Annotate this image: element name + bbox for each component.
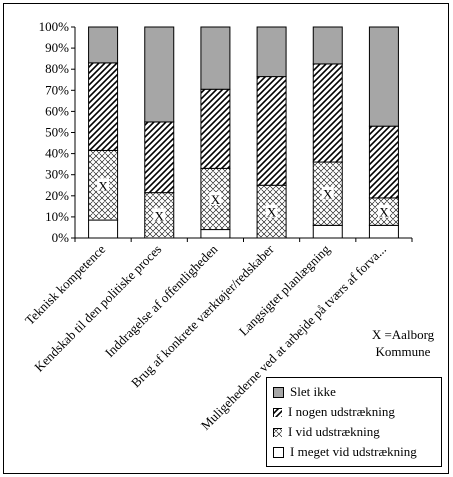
marker-background	[153, 208, 166, 222]
legend-swatch-i-nogen	[273, 407, 282, 417]
bar-segment-3	[200, 88, 231, 169]
legend-item-i-nogen: I nogen udstrækning	[273, 402, 441, 422]
y-tick-label: 0%	[52, 230, 70, 245]
bar-segment-1	[200, 229, 231, 239]
bar-segment-4	[368, 26, 399, 127]
legend-label-i-nogen: I nogen udstrækning	[288, 404, 395, 419]
bar-segment-4	[144, 26, 175, 123]
bar-segment-1	[88, 219, 119, 239]
x-category-label: Langsigtet planlægning	[236, 241, 334, 339]
y-tick-label: 90%	[45, 40, 69, 55]
y-tick-label: 10%	[45, 209, 69, 224]
legend-swatch-slet-ikke	[273, 386, 284, 398]
bar-segment-3	[312, 63, 343, 163]
x-category-label: Inddragelse af offentligheden	[102, 241, 221, 360]
marker-background	[209, 191, 222, 205]
legend-label-i-meget-vid: I meget vid udstrækning	[290, 444, 417, 459]
y-tick-label: 50%	[45, 125, 69, 140]
bar-marker: X	[323, 187, 333, 202]
bar-marker: X	[98, 178, 108, 193]
marker-note-line-2: Kommune	[375, 344, 431, 359]
bar-segment-4	[312, 26, 343, 65]
y-tick-label: 100%	[39, 19, 70, 34]
marker-background	[265, 204, 278, 218]
bar-segment-1	[368, 224, 399, 239]
bar-marker: X	[155, 208, 165, 223]
y-tick-label: 70%	[45, 82, 69, 97]
bar-segment-3	[256, 76, 287, 186]
legend: Slet ikke I nogen udstrækning I vid udst…	[266, 377, 442, 467]
legend-swatch-i-vid	[273, 427, 282, 437]
chart-frame	[3, 3, 449, 474]
y-tick-label: 80%	[45, 61, 69, 76]
legend-label-slet-ikke: Slet ikke	[290, 384, 336, 399]
legend-item-slet-ikke: Slet ikke	[273, 382, 441, 402]
marker-note-line-1: X =Aalborg	[371, 327, 435, 342]
y-tick-label: 20%	[45, 188, 69, 203]
marker-note: X =Aalborg Kommune	[360, 326, 446, 360]
legend-item-i-meget-vid: I meget vid udstrækning	[273, 442, 441, 462]
bar-segment-4	[200, 26, 231, 90]
y-tick-label: 40%	[45, 146, 69, 161]
legend-label-i-vid: I vid udstrækning	[288, 424, 380, 439]
legend-swatch-i-meget-vid	[273, 446, 284, 458]
bar-marker: X	[379, 205, 389, 220]
bar-segment-4	[88, 26, 119, 64]
marker-background	[97, 178, 110, 192]
y-tick-label: 60%	[45, 103, 69, 118]
bar-marker: X	[211, 192, 221, 207]
legend-item-i-vid: I vid udstrækning	[273, 422, 441, 442]
y-tick-label: 30%	[45, 167, 69, 182]
marker-background	[377, 204, 390, 218]
bar-segment-3	[88, 62, 119, 151]
bar-segment-1	[312, 224, 343, 239]
bar-marker: X	[267, 205, 277, 220]
bar-segment-4	[256, 26, 287, 78]
bars: X X X X X X	[88, 26, 399, 239]
marker-background	[321, 186, 334, 200]
axes	[71, 26, 413, 242]
bar-segment-3	[144, 121, 175, 194]
bar-segment-3	[368, 125, 399, 199]
